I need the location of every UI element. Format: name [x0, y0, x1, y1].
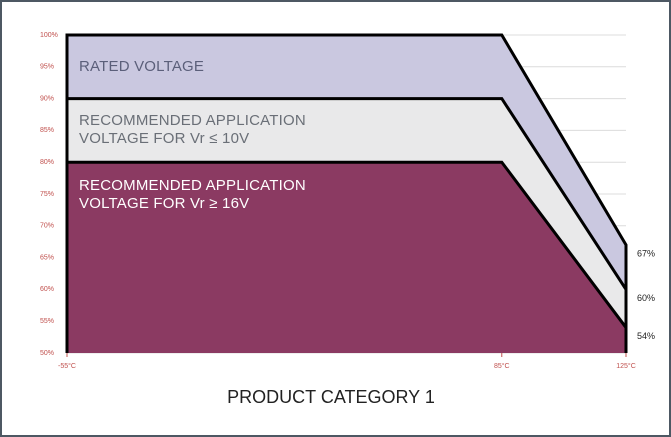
y-tick-label: 60% [40, 286, 54, 293]
series-name: RECOMMENDED APPLICATION VOLTAGE FOR Vr ≤… [79, 112, 306, 148]
y-tick-label: 90% [40, 95, 54, 102]
outlines [65, 33, 628, 353]
series-name: RATED VOLTAGE [79, 57, 205, 75]
x-tick-label: 125°C [616, 362, 636, 370]
y-tick-label: 70% [40, 223, 54, 230]
x-tick-label: -55°C [58, 362, 76, 370]
y-tick-label: 85% [40, 127, 54, 134]
y-tick-label: 65% [40, 254, 54, 261]
value-label: 60% [637, 293, 655, 303]
area [67, 162, 626, 353]
y-tick-label: 75% [40, 191, 54, 198]
y-tick-label: 80% [40, 159, 54, 166]
y-tick-label: 50% [40, 350, 54, 357]
y-tick-label: 95% [40, 64, 54, 71]
series-name: RECOMMENDED APPLICATION VOLTAGE FOR Vr ≥… [79, 177, 306, 213]
chart-title: PRODUCT CATEGORY 1 [227, 387, 435, 407]
x-tick-label: 85°C [494, 362, 510, 370]
area-outline [65, 160, 628, 353]
y-tick-label: 55% [40, 318, 54, 325]
value-label: 67% [637, 248, 655, 258]
y-tick-label: 100% [40, 32, 58, 39]
value-label: 54% [637, 331, 655, 341]
